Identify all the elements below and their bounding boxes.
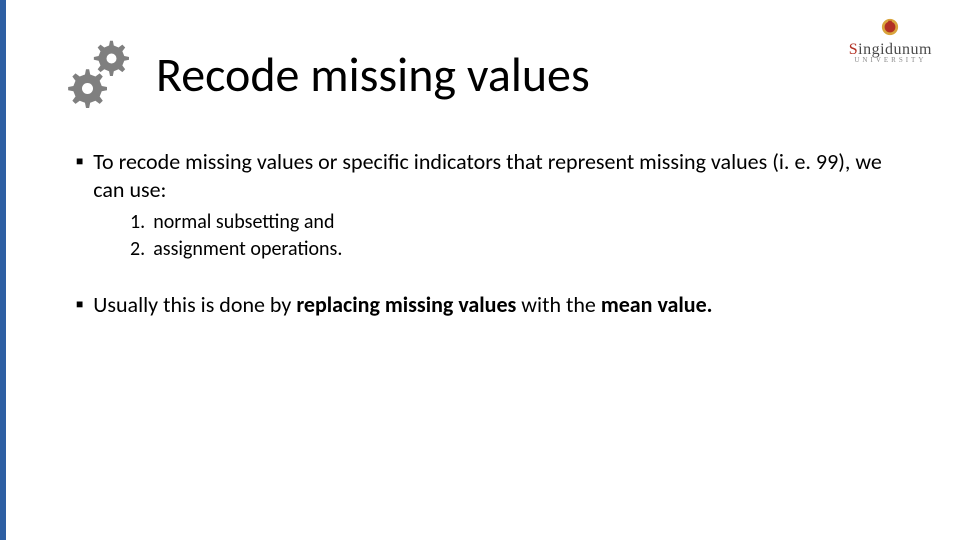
slide: Singidunum UNIVERSITY Recode missing va	[0, 0, 960, 540]
gears-icon	[66, 38, 138, 110]
bullet-text: To recode missing values or specific ind…	[93, 148, 910, 203]
text-bold: replacing missing values	[296, 291, 516, 318]
text-bold: mean value.	[601, 291, 713, 318]
slide-title: Recode missing values	[156, 45, 590, 104]
list-text: assignment operations.	[153, 236, 342, 263]
logo-subtext: UNIVERSITY	[849, 57, 932, 64]
list-item: 2. assignment operations.	[130, 236, 910, 263]
bullet-item: ■ Usually this is done by replacing miss…	[76, 291, 910, 319]
bullet-marker-icon: ■	[76, 298, 83, 313]
bullet-marker-icon: ■	[76, 155, 83, 170]
list-text: normal subsetting and	[153, 209, 334, 236]
slide-header: Recode missing values	[66, 38, 590, 110]
text-segment: with the	[516, 291, 601, 318]
university-logo: Singidunum UNIVERSITY	[849, 18, 932, 64]
logo-mark-icon	[881, 18, 899, 36]
bullet-text: Usually this is done by replacing missin…	[93, 291, 712, 319]
list-number: 1.	[130, 209, 145, 236]
text-segment: Usually this is done by	[93, 291, 296, 318]
slide-body: ■ To recode missing values or specific i…	[76, 148, 910, 325]
list-number: 2.	[130, 236, 145, 263]
list-item: 1. normal subsetting and	[130, 209, 910, 236]
bullet-item: ■ To recode missing values or specific i…	[76, 148, 910, 203]
numbered-list: 1. normal subsetting and 2. assignment o…	[130, 209, 910, 263]
